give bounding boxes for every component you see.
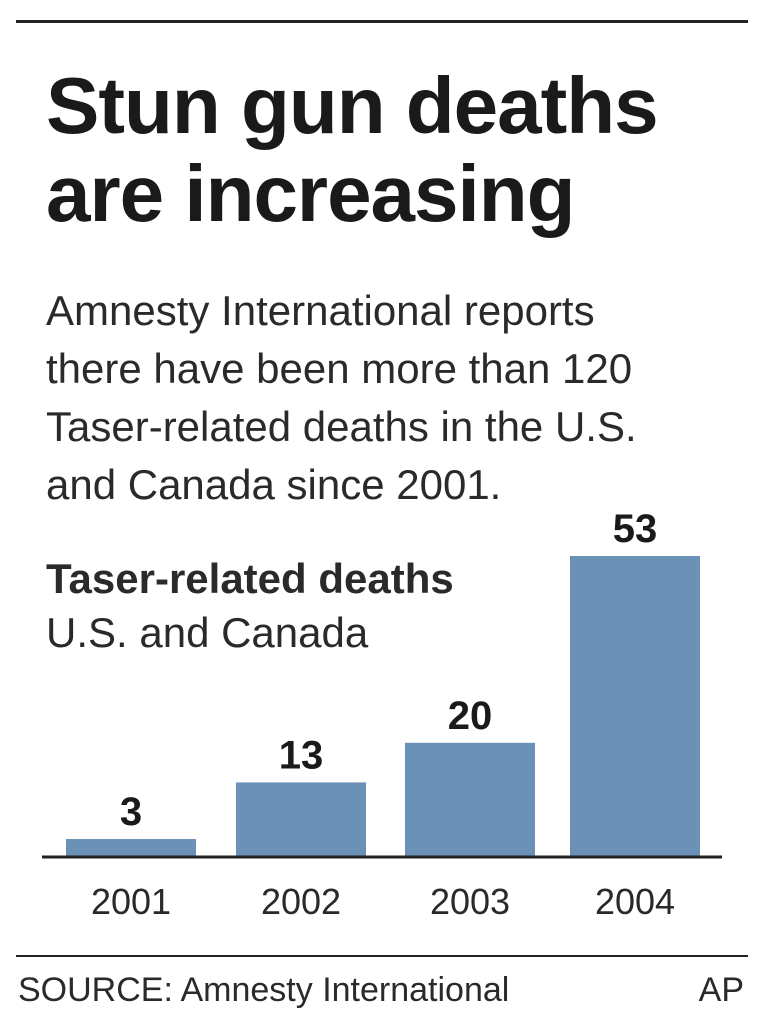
x-tick-2001: 2001 (91, 881, 171, 922)
headline: Stun gun deaths are increasing (46, 62, 746, 238)
description-line-1: Amnesty International reports (46, 287, 595, 334)
headline-line-1: Stun gun deaths (46, 61, 659, 150)
x-tick-2003: 2003 (430, 881, 510, 922)
x-tick-2002: 2002 (261, 881, 341, 922)
bar-2003 (405, 742, 535, 856)
x-tick-labels: 2001 2002 2003 2004 (91, 881, 675, 922)
value-label-2004: 53 (613, 507, 658, 551)
description-line-3: Taser-related deaths in the U.S. (46, 403, 637, 450)
chart-title: Taser-related deaths (46, 555, 454, 602)
top-rule (16, 20, 748, 23)
bar-2004 (570, 556, 700, 856)
headline-line-2: are increasing (46, 149, 576, 238)
value-label-2003: 20 (448, 694, 493, 738)
chart-subtitle: U.S. and Canada (46, 609, 369, 656)
value-label-2002: 13 (279, 733, 324, 777)
value-labels: 3 13 20 53 (120, 507, 657, 834)
description-line-2: there have been more than 120 (46, 345, 633, 392)
x-tick-2004: 2004 (595, 881, 675, 922)
bottom-rule (16, 955, 748, 957)
value-label-2001: 3 (120, 790, 142, 834)
description: Amnesty International reports there have… (46, 282, 746, 514)
bar-2001 (66, 839, 196, 856)
credit-label: AP (698, 971, 744, 1009)
bar-2002 (236, 782, 366, 856)
description-line-4: and Canada since 2001. (46, 461, 502, 508)
bars (66, 556, 700, 856)
source-note: SOURCE: Amnesty International (18, 971, 510, 1009)
